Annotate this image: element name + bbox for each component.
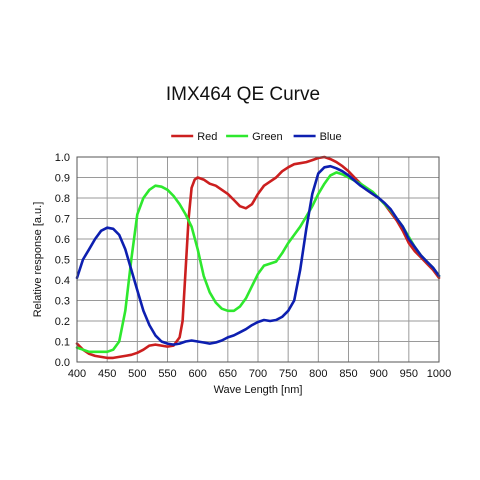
- series-group: [75, 155, 441, 360]
- y-tick-label: 0.1: [55, 337, 70, 349]
- y-tick-label: 0.3: [55, 296, 70, 308]
- x-tick-label: 800: [309, 368, 327, 380]
- x-tick-label: 600: [188, 368, 206, 380]
- x-axis-label: Wave Length [nm]: [214, 384, 303, 396]
- x-tick-label: 400: [68, 368, 86, 380]
- plot-frame: [76, 156, 440, 363]
- x-tick-label: 750: [279, 368, 297, 380]
- y-tick-label: 0.8: [55, 193, 70, 205]
- x-tick-label: 500: [128, 368, 146, 380]
- y-tick-label: 0.0: [55, 357, 70, 369]
- x-tick-label: 700: [249, 368, 267, 380]
- y-tick-label: 0.9: [55, 173, 70, 185]
- y-tick-label: 0.2: [55, 316, 70, 328]
- grid: [76, 156, 440, 363]
- y-tick-label: 0.4: [55, 275, 70, 287]
- legend-label-green: Green: [252, 131, 283, 143]
- y-tick-label: 1.0: [55, 152, 70, 164]
- x-tick-label: 1000: [427, 368, 451, 380]
- y-tick-label: 0.5: [55, 255, 70, 267]
- x-tick-label: 900: [369, 368, 387, 380]
- legend-label-red: Red: [197, 131, 217, 143]
- x-tick-label: 650: [219, 368, 237, 380]
- y-axis-label: Relative response [a.u.]: [32, 202, 44, 318]
- x-tick-label: 850: [339, 368, 357, 380]
- legend: Red Green Blue: [171, 131, 342, 143]
- x-tick-label: 950: [400, 368, 418, 380]
- legend-label-blue: Blue: [320, 131, 342, 143]
- y-axis-ticks: 0.0 0.1 0.2 0.3 0.4 0.5 0.6 0.7 0.8 0.9 1.0: [55, 152, 70, 369]
- series-line-blue: [75, 164, 441, 346]
- y-tick-label: 0.6: [55, 234, 70, 246]
- x-axis-ticks: 400 450 500 550 600 650 700 750 800 850 900 950 1000: [68, 368, 451, 380]
- y-tick-label: 0.7: [55, 214, 70, 226]
- x-tick-label: 550: [158, 368, 176, 380]
- chart-title: IMX464 QE Curve: [166, 84, 320, 105]
- x-tick-label: 450: [98, 368, 116, 380]
